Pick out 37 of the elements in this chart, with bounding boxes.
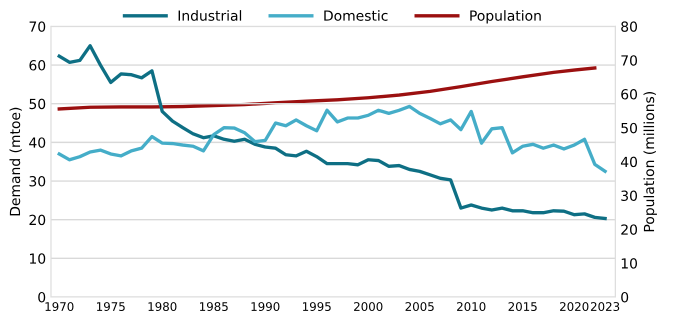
x-tick-label: 1980 <box>148 302 176 311</box>
y-tick-label: 10 <box>30 253 46 264</box>
x-tick-label: 1975 <box>97 302 125 311</box>
y-tick-label: 40 <box>29 137 46 148</box>
legend-label: Industrial <box>178 10 242 21</box>
y2-tick-label: 40 <box>620 156 638 168</box>
y2-tick-label: 80 <box>621 21 638 32</box>
y-tick-label: 70 <box>30 21 46 32</box>
y2-tick-label: 70 <box>621 55 638 66</box>
line-series <box>58 66 596 111</box>
y-axis-title: Demand (mtoe) <box>9 108 22 216</box>
legend-label: Population <box>470 10 541 24</box>
x-tick-label: 2000 <box>354 302 382 311</box>
y2-tick-label: 30 <box>621 190 638 201</box>
x-tick-label: 1990 <box>252 302 280 311</box>
y-tick-label: 50 <box>30 98 46 110</box>
x-tick-label: 2020 <box>560 302 588 311</box>
y-tick-label: 30 <box>30 176 46 187</box>
x-tick-label: 1995 <box>302 302 331 311</box>
y2-axis-title: Population (millions) <box>643 92 657 232</box>
legend-label: Domestic <box>324 10 388 21</box>
y2-tick-label: 0 <box>621 292 628 302</box>
y2-tick-label: 20 <box>621 224 638 235</box>
y-tick-label: 20 <box>29 214 46 226</box>
y-tick-label: 0 <box>38 292 46 302</box>
y2-tick-label: 10 <box>622 258 638 269</box>
line-series <box>58 104 607 174</box>
y2-tick-label: 50 <box>621 122 638 134</box>
line-series <box>58 44 607 220</box>
x-tick-label: 1985 <box>200 302 228 311</box>
y2-tick-label: 60 <box>621 89 638 100</box>
x-tick-label: 2010 <box>457 302 486 311</box>
x-tick-label: 2015 <box>508 302 537 311</box>
x-tick-label: 1970 <box>46 302 74 311</box>
x-tick-label: 2005 <box>406 302 434 311</box>
x-tick-label: 2023 <box>590 302 620 311</box>
y-tick-label: 60 <box>29 60 46 71</box>
